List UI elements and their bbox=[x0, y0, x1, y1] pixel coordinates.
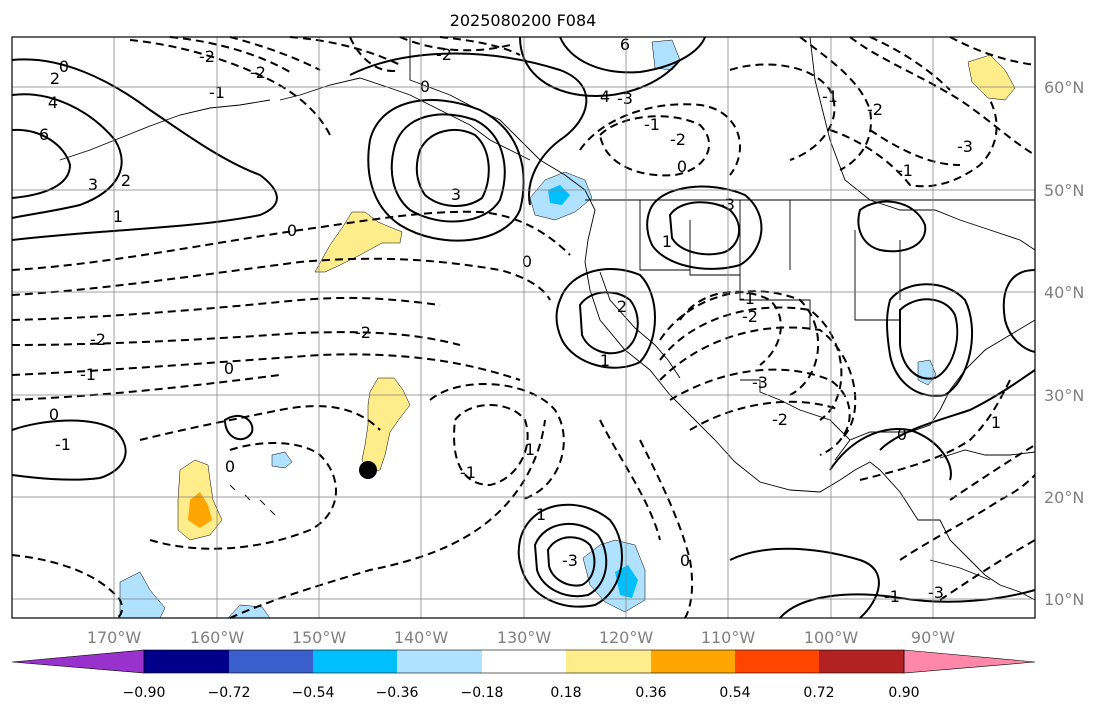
lon-label: 150°W bbox=[292, 628, 347, 647]
colorbar-tick-label: −0.72 bbox=[208, 685, 251, 701]
contour-label: -1 bbox=[644, 115, 660, 134]
contour-label: 0 bbox=[224, 359, 234, 378]
lon-label: 120°W bbox=[599, 628, 654, 647]
lon-label: 170°W bbox=[87, 628, 142, 647]
colorbar-segment bbox=[735, 650, 819, 673]
colorbar-segment bbox=[229, 650, 313, 673]
contour-label: -3 bbox=[957, 137, 973, 156]
contour-label: 0 bbox=[59, 57, 69, 76]
colorbar-tick-label: −0.18 bbox=[461, 685, 504, 701]
map-frame bbox=[11, 36, 1036, 619]
contour-label: -2 bbox=[250, 63, 266, 82]
contour-label: -1 bbox=[460, 463, 476, 482]
dashed-contours bbox=[11, 36, 1036, 619]
lat-label: 10°N bbox=[1044, 590, 1084, 609]
contour-labels: 0 2 4 6 3 2 1 -2 -2 0 6 -2 -1 4 -2 3 -3 … bbox=[39, 35, 1001, 606]
lon-label: 90°W bbox=[911, 628, 955, 647]
contour-label: 1 bbox=[536, 505, 546, 524]
lat-label: 50°N bbox=[1044, 181, 1084, 200]
colorbar-tick-label: −0.90 bbox=[123, 685, 166, 701]
colorbar-tick-label: 0.54 bbox=[719, 685, 750, 701]
lat-label: 20°N bbox=[1044, 488, 1084, 507]
contour-label: 1 bbox=[662, 232, 672, 251]
contour-label: 0 bbox=[49, 405, 59, 424]
contour-label: 0 bbox=[677, 157, 687, 176]
colorbar-segment bbox=[482, 650, 566, 673]
contour-label: -2 bbox=[199, 47, 215, 66]
contour-label: 1 bbox=[525, 440, 535, 459]
contours bbox=[11, 36, 1036, 619]
lat-label: 40°N bbox=[1044, 283, 1084, 302]
colorbar-extend-left bbox=[11, 649, 145, 674]
colorbar-tick-label: 0.36 bbox=[635, 685, 666, 701]
contour-label: 0 bbox=[522, 252, 532, 271]
contour-label: -1 bbox=[80, 365, 96, 384]
contour-label: 1 bbox=[600, 351, 610, 370]
lon-label: 100°W bbox=[804, 628, 859, 647]
contour-label: 3 bbox=[451, 185, 461, 204]
contour-label: -3 bbox=[752, 373, 768, 392]
map-title: 2025080200 F084 bbox=[450, 11, 597, 30]
contour-label: 1 bbox=[113, 207, 123, 226]
colorbar-tick-label: −0.36 bbox=[376, 685, 419, 701]
contour-label: 6 bbox=[620, 35, 630, 54]
contour-label: -3 bbox=[617, 89, 633, 108]
coastlines bbox=[59, 36, 1036, 601]
latitude-labels: 60°N 50°N 40°N 30°N 20°N 10°N bbox=[1044, 78, 1084, 609]
contour-label: -2 bbox=[742, 307, 758, 326]
colorbar-tick-label: 0.90 bbox=[888, 685, 919, 701]
storm-position-marker bbox=[359, 461, 377, 479]
contour-label: -2 bbox=[670, 130, 686, 149]
lat-label: 30°N bbox=[1044, 386, 1084, 405]
colorbar-tick-label: 0.72 bbox=[803, 685, 834, 701]
contour-label: 0 bbox=[897, 425, 907, 444]
colorbar-segment bbox=[566, 650, 651, 673]
contour-label: -3 bbox=[928, 583, 944, 602]
lon-label: 110°W bbox=[701, 628, 756, 647]
lon-label: 140°W bbox=[394, 628, 449, 647]
colorbar-segment bbox=[397, 650, 482, 673]
contour-label: -1 bbox=[897, 161, 913, 180]
contour-label: 0 bbox=[287, 221, 297, 240]
contour-label: 0 bbox=[680, 551, 690, 570]
contour-label: -1 bbox=[55, 435, 71, 454]
contour-label: -1 bbox=[884, 587, 900, 606]
map-panel: 0 2 4 6 3 2 1 -2 -2 0 6 -2 -1 4 -2 3 -3 … bbox=[11, 35, 1036, 619]
colorbar-tick-label: −0.54 bbox=[292, 685, 335, 701]
contour-label: 4 bbox=[48, 93, 58, 112]
contour-label: -2 bbox=[436, 45, 452, 64]
contour-label: 4 bbox=[600, 87, 610, 106]
contour-label: 2 bbox=[50, 69, 60, 88]
lon-label: 130°W bbox=[497, 628, 552, 647]
colorbar-segment bbox=[819, 650, 904, 673]
colorbar-extend-right bbox=[903, 649, 1036, 674]
lon-label: 160°W bbox=[190, 628, 245, 647]
contour-label: -3 bbox=[562, 551, 578, 570]
contour-label: -2 bbox=[90, 330, 106, 349]
contour-label: 2 bbox=[617, 297, 627, 316]
contour-label: -2 bbox=[867, 100, 883, 119]
graticule bbox=[12, 37, 1035, 618]
contour-label: -2 bbox=[772, 410, 788, 429]
contour-label: -3 bbox=[719, 195, 735, 214]
contour-label: -1 bbox=[739, 289, 755, 308]
contour-label: 3 bbox=[88, 175, 98, 194]
contour-label: 1 bbox=[991, 413, 1001, 432]
colorbar-segment bbox=[651, 650, 735, 673]
colorbar: −0.90 −0.72 −0.54 −0.36 −0.18 0.18 0.36 … bbox=[11, 649, 1036, 701]
colorbar-segment bbox=[144, 650, 229, 673]
colorbar-frame bbox=[143, 649, 905, 674]
contour-label: -1 bbox=[822, 87, 838, 106]
longitude-labels: 170°W 160°W 150°W 140°W 130°W 120°W 110°… bbox=[87, 628, 955, 647]
contour-label: -2 bbox=[355, 323, 371, 342]
contour-label: 0 bbox=[225, 457, 235, 476]
contour-label: 2 bbox=[121, 171, 131, 190]
colorbar-tick-label: 0.18 bbox=[550, 685, 581, 701]
colorbar-segment bbox=[313, 650, 397, 673]
shaded-anomalies bbox=[119, 39, 1016, 619]
contour-label: 6 bbox=[39, 125, 49, 144]
lat-label: 60°N bbox=[1044, 78, 1084, 97]
